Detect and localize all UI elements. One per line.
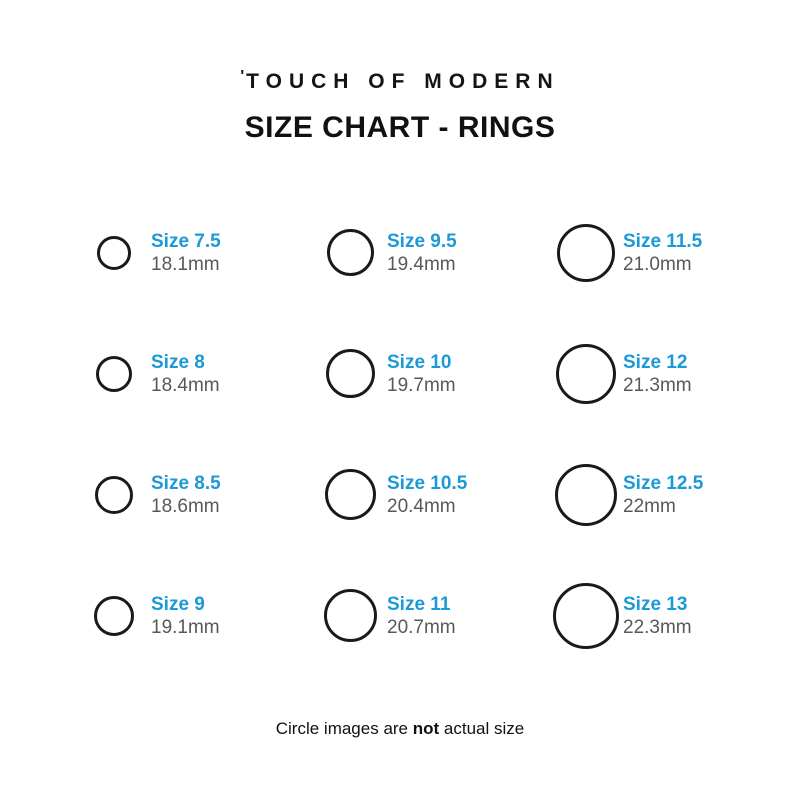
ring-cell-10: Size 10 19.7mm xyxy=(316,313,552,434)
ring-mm-label: 18.6mm xyxy=(151,495,220,517)
ring-labels: Size 8.5 18.6mm xyxy=(151,472,221,518)
ring-cell-11-5: Size 11.5 21.0mm xyxy=(552,192,788,313)
ring-labels: Size 13 22.3mm xyxy=(623,593,692,639)
ring-circle xyxy=(95,475,133,514)
ring-labels: Size 7.5 18.1mm xyxy=(151,230,221,276)
ring-mm-label: 18.4mm xyxy=(151,374,220,396)
ring-circle xyxy=(325,349,375,398)
ring-labels: Size 12 21.3mm xyxy=(623,351,692,397)
ring-cell-10-5: Size 10.5 20.4mm xyxy=(316,434,552,555)
ring-labels: Size 9.5 19.4mm xyxy=(387,230,457,276)
ring-circle-wrap xyxy=(316,461,384,529)
ring-size-label: Size 8 xyxy=(151,351,205,373)
ring-size-label: Size 11 xyxy=(387,593,451,615)
ring-circle-wrap xyxy=(552,219,620,287)
ring-mm-label: 20.7mm xyxy=(387,616,456,638)
ring-cell-12: Size 12 21.3mm xyxy=(552,313,788,434)
ring-size-label: Size 7.5 xyxy=(151,230,221,252)
ring-circle xyxy=(326,229,374,276)
ring-mm-label: 19.7mm xyxy=(387,374,456,396)
ring-size-label: Size 12.5 xyxy=(623,472,704,494)
ring-circle-wrap xyxy=(316,582,384,650)
ring-cell-11: Size 11 20.7mm xyxy=(316,555,552,676)
ring-labels: Size 9 19.1mm xyxy=(151,593,220,639)
ring-circle xyxy=(556,343,616,404)
ring-circle-wrap xyxy=(552,582,620,650)
ring-circle-wrap xyxy=(80,219,148,287)
ring-mm-label: 19.1mm xyxy=(151,616,220,638)
ring-mm-label: 22.3mm xyxy=(623,616,692,638)
ring-mm-label: 20.4mm xyxy=(387,495,456,517)
ring-cell-9: Size 9 19.1mm xyxy=(80,555,316,676)
ring-circle xyxy=(97,235,131,270)
footer-note-bold: not xyxy=(412,719,440,738)
ring-circle-wrap xyxy=(80,340,148,408)
ring-size-label: Size 8.5 xyxy=(151,472,221,494)
ring-cell-8-5: Size 8.5 18.6mm xyxy=(80,434,316,555)
ring-cell-9-5: Size 9.5 19.4mm xyxy=(316,192,552,313)
ring-size-label: Size 9 xyxy=(151,593,205,615)
ring-labels: Size 11 20.7mm xyxy=(387,593,456,639)
ring-labels: Size 8 18.4mm xyxy=(151,351,220,397)
ring-size-label: Size 10.5 xyxy=(387,472,468,494)
ring-circle xyxy=(557,223,615,282)
brand-logo: 'TOUCH OF MODERN xyxy=(0,68,800,94)
ring-circle xyxy=(96,355,132,392)
ring-circle xyxy=(94,595,134,636)
ring-mm-label: 21.0mm xyxy=(623,253,692,275)
ring-circle xyxy=(324,469,376,520)
ring-cell-13: Size 13 22.3mm xyxy=(552,555,788,676)
ring-cell-7-5: Size 7.5 18.1mm xyxy=(80,192,316,313)
ring-size-label: Size 11.5 xyxy=(623,230,703,252)
ring-labels: Size 11.5 21.0mm xyxy=(623,230,702,276)
ring-size-grid: Size 7.5 18.1mm Size 9.5 19.4mm Size 11.… xyxy=(80,192,800,676)
ring-labels: Size 12.5 22mm xyxy=(623,472,703,518)
ring-circle xyxy=(323,589,377,642)
ring-cell-8: Size 8 18.4mm xyxy=(80,313,316,434)
ring-mm-label: 22mm xyxy=(623,495,676,517)
size-chart-page: 'TOUCH OF MODERN SIZE CHART - RINGS Size… xyxy=(0,68,800,800)
footer-note-prefix: Circle images are xyxy=(275,719,413,738)
ring-circle-wrap xyxy=(80,461,148,529)
ring-circle xyxy=(555,463,617,526)
page-title: SIZE CHART - RINGS xyxy=(244,111,556,144)
footer-note: Circle images are not actual size xyxy=(0,719,800,739)
ring-mm-label: 18.1mm xyxy=(151,253,220,275)
ring-size-label: Size 12 xyxy=(623,351,688,373)
logo-text: TOUCH OF MODERN xyxy=(246,70,560,93)
ring-size-label: Size 9.5 xyxy=(387,230,457,252)
logo-tick-mark: ' xyxy=(240,68,247,85)
ring-mm-label: 19.4mm xyxy=(387,253,456,275)
ring-labels: Size 10.5 20.4mm xyxy=(387,472,467,518)
ring-circle xyxy=(553,582,619,649)
ring-size-label: Size 10 xyxy=(387,351,452,373)
ring-labels: Size 10 19.7mm xyxy=(387,351,456,397)
ring-cell-12-5: Size 12.5 22mm xyxy=(552,434,788,555)
ring-circle-wrap xyxy=(316,219,384,287)
ring-size-label: Size 13 xyxy=(623,593,688,615)
ring-circle-wrap xyxy=(552,461,620,529)
ring-circle-wrap xyxy=(552,340,620,408)
ring-mm-label: 21.3mm xyxy=(623,374,692,396)
footer-note-suffix: actual size xyxy=(439,719,525,738)
ring-circle-wrap xyxy=(80,582,148,650)
ring-circle-wrap xyxy=(316,340,384,408)
